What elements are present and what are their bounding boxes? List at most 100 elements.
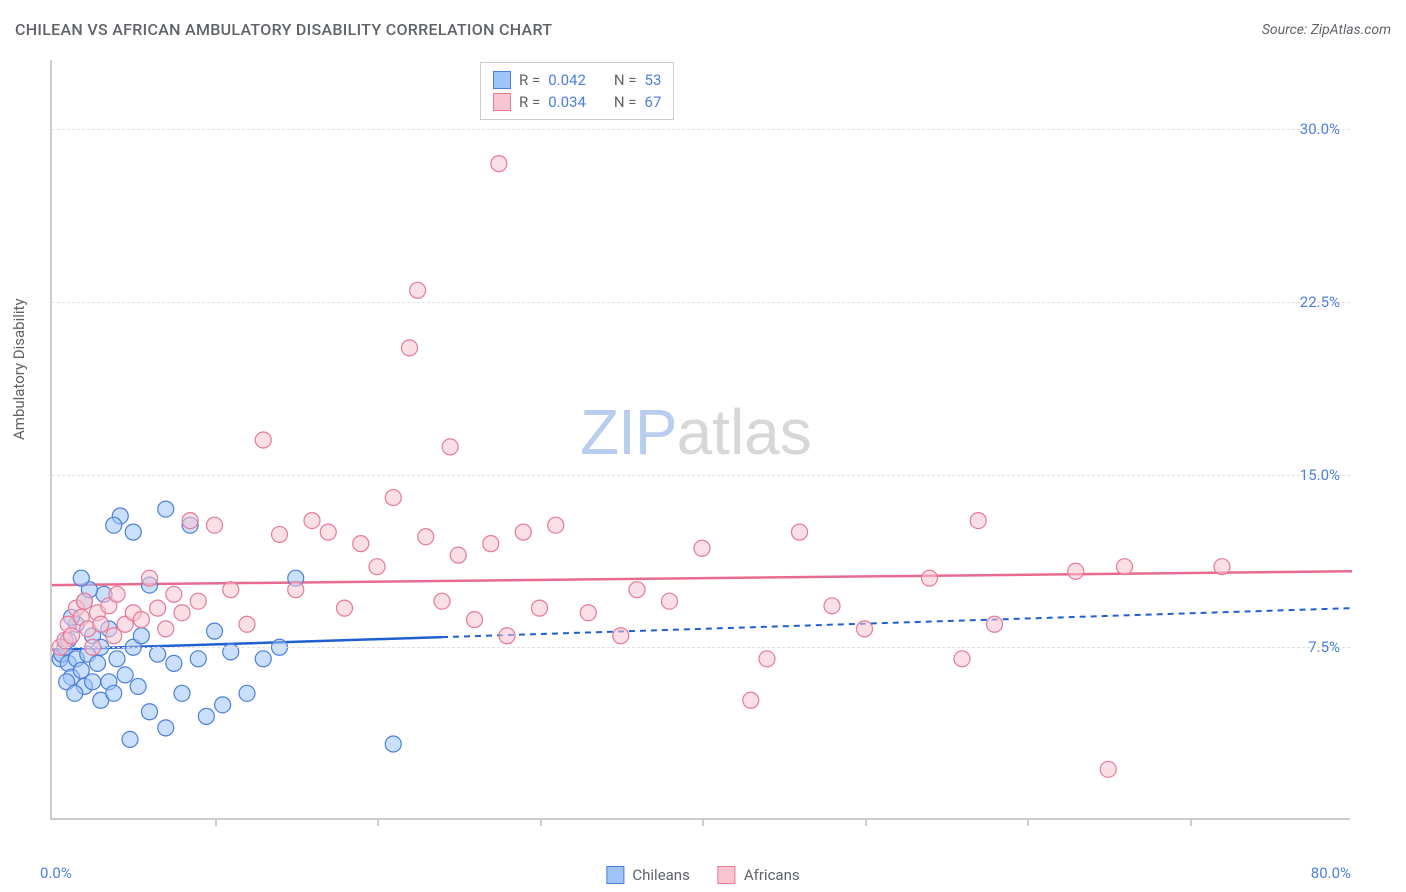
data-point bbox=[198, 708, 214, 724]
legend-label-series1: Chileans bbox=[632, 866, 689, 884]
stats-swatch-series2 bbox=[493, 93, 511, 111]
x-tick bbox=[1190, 818, 1192, 826]
y-tick-label: 7.5% bbox=[1308, 638, 1340, 656]
data-point bbox=[90, 655, 106, 671]
data-point bbox=[215, 697, 231, 713]
data-point bbox=[150, 600, 166, 616]
data-point bbox=[402, 340, 418, 356]
data-point bbox=[125, 524, 141, 540]
data-point bbox=[130, 678, 146, 694]
bottom-legend: Chileans Africans bbox=[606, 866, 799, 884]
data-point bbox=[410, 282, 426, 298]
x-tick bbox=[865, 818, 867, 826]
r-value-series2: 0.034 bbox=[548, 93, 586, 111]
data-point bbox=[743, 692, 759, 708]
data-point bbox=[133, 612, 149, 628]
data-point bbox=[922, 570, 938, 586]
data-point bbox=[450, 547, 466, 563]
legend-item-series2: Africans bbox=[718, 866, 800, 884]
data-point bbox=[190, 651, 206, 667]
data-point bbox=[857, 621, 873, 637]
data-point bbox=[304, 513, 320, 529]
data-point bbox=[117, 667, 133, 683]
chart-title: CHILEAN VS AFRICAN AMBULATORY DISABILITY… bbox=[15, 20, 552, 39]
data-point bbox=[418, 529, 434, 545]
scatter-plot-svg bbox=[52, 60, 1350, 818]
data-point bbox=[499, 628, 515, 644]
data-point bbox=[442, 439, 458, 455]
source-attribution: Source: ZipAtlas.com bbox=[1262, 22, 1391, 38]
data-point bbox=[106, 517, 122, 533]
data-point bbox=[93, 616, 109, 632]
data-point bbox=[150, 646, 166, 662]
legend-swatch-series1 bbox=[606, 866, 624, 884]
data-point bbox=[353, 536, 369, 552]
data-point bbox=[548, 517, 564, 533]
data-point bbox=[385, 490, 401, 506]
data-point bbox=[207, 623, 223, 639]
n-value-series1: 53 bbox=[645, 71, 662, 89]
x-tick bbox=[377, 818, 379, 826]
legend-swatch-series2 bbox=[718, 866, 736, 884]
data-point bbox=[106, 685, 122, 701]
y-axis-label: Ambulatory Disability bbox=[10, 298, 28, 440]
data-point bbox=[759, 651, 775, 667]
data-point bbox=[158, 621, 174, 637]
data-point bbox=[337, 600, 353, 616]
data-point bbox=[824, 598, 840, 614]
data-point bbox=[109, 651, 125, 667]
data-point bbox=[239, 685, 255, 701]
data-point bbox=[255, 432, 271, 448]
data-point bbox=[320, 524, 336, 540]
data-point bbox=[483, 536, 499, 552]
data-point bbox=[792, 524, 808, 540]
chart-plot-area: 7.5%15.0%22.5%30.0% bbox=[50, 60, 1350, 820]
trend-line-solid bbox=[52, 571, 1352, 585]
r-label: R = bbox=[519, 93, 540, 111]
x-tick bbox=[702, 818, 704, 826]
legend-label-series2: Africans bbox=[744, 866, 800, 884]
data-point bbox=[385, 736, 401, 752]
x-axis-max-label: 80.0% bbox=[1311, 864, 1351, 882]
data-point bbox=[142, 704, 158, 720]
stats-legend-box: R = 0.042 N = 53 R = 0.034 N = 67 bbox=[480, 62, 674, 120]
y-tick-label: 22.5% bbox=[1300, 293, 1340, 311]
data-point bbox=[158, 501, 174, 517]
data-point bbox=[174, 605, 190, 621]
data-point bbox=[255, 651, 271, 667]
n-label: N = bbox=[614, 93, 637, 111]
x-tick bbox=[215, 818, 217, 826]
gridline bbox=[52, 647, 1350, 648]
data-point bbox=[1214, 559, 1230, 575]
data-point bbox=[158, 720, 174, 736]
data-point bbox=[67, 685, 83, 701]
data-point bbox=[1068, 563, 1084, 579]
n-label: N = bbox=[614, 71, 637, 89]
data-point bbox=[629, 582, 645, 598]
data-point bbox=[1117, 559, 1133, 575]
data-point bbox=[77, 593, 93, 609]
data-point bbox=[288, 582, 304, 598]
data-point bbox=[1100, 761, 1116, 777]
data-point bbox=[73, 570, 89, 586]
data-point bbox=[954, 651, 970, 667]
x-tick bbox=[1027, 818, 1029, 826]
data-point bbox=[369, 559, 385, 575]
data-point bbox=[223, 582, 239, 598]
data-point bbox=[109, 586, 125, 602]
gridline bbox=[52, 129, 1350, 130]
data-point bbox=[182, 513, 198, 529]
gridline bbox=[52, 302, 1350, 303]
r-value-series1: 0.042 bbox=[548, 71, 586, 89]
data-point bbox=[580, 605, 596, 621]
data-point bbox=[239, 616, 255, 632]
stats-row-series2: R = 0.034 N = 67 bbox=[493, 91, 661, 113]
data-point bbox=[515, 524, 531, 540]
data-point bbox=[85, 674, 101, 690]
x-axis-min-label: 0.0% bbox=[40, 864, 72, 882]
data-point bbox=[223, 644, 239, 660]
data-point bbox=[467, 612, 483, 628]
x-tick bbox=[540, 818, 542, 826]
data-point bbox=[190, 593, 206, 609]
data-point bbox=[64, 628, 80, 644]
